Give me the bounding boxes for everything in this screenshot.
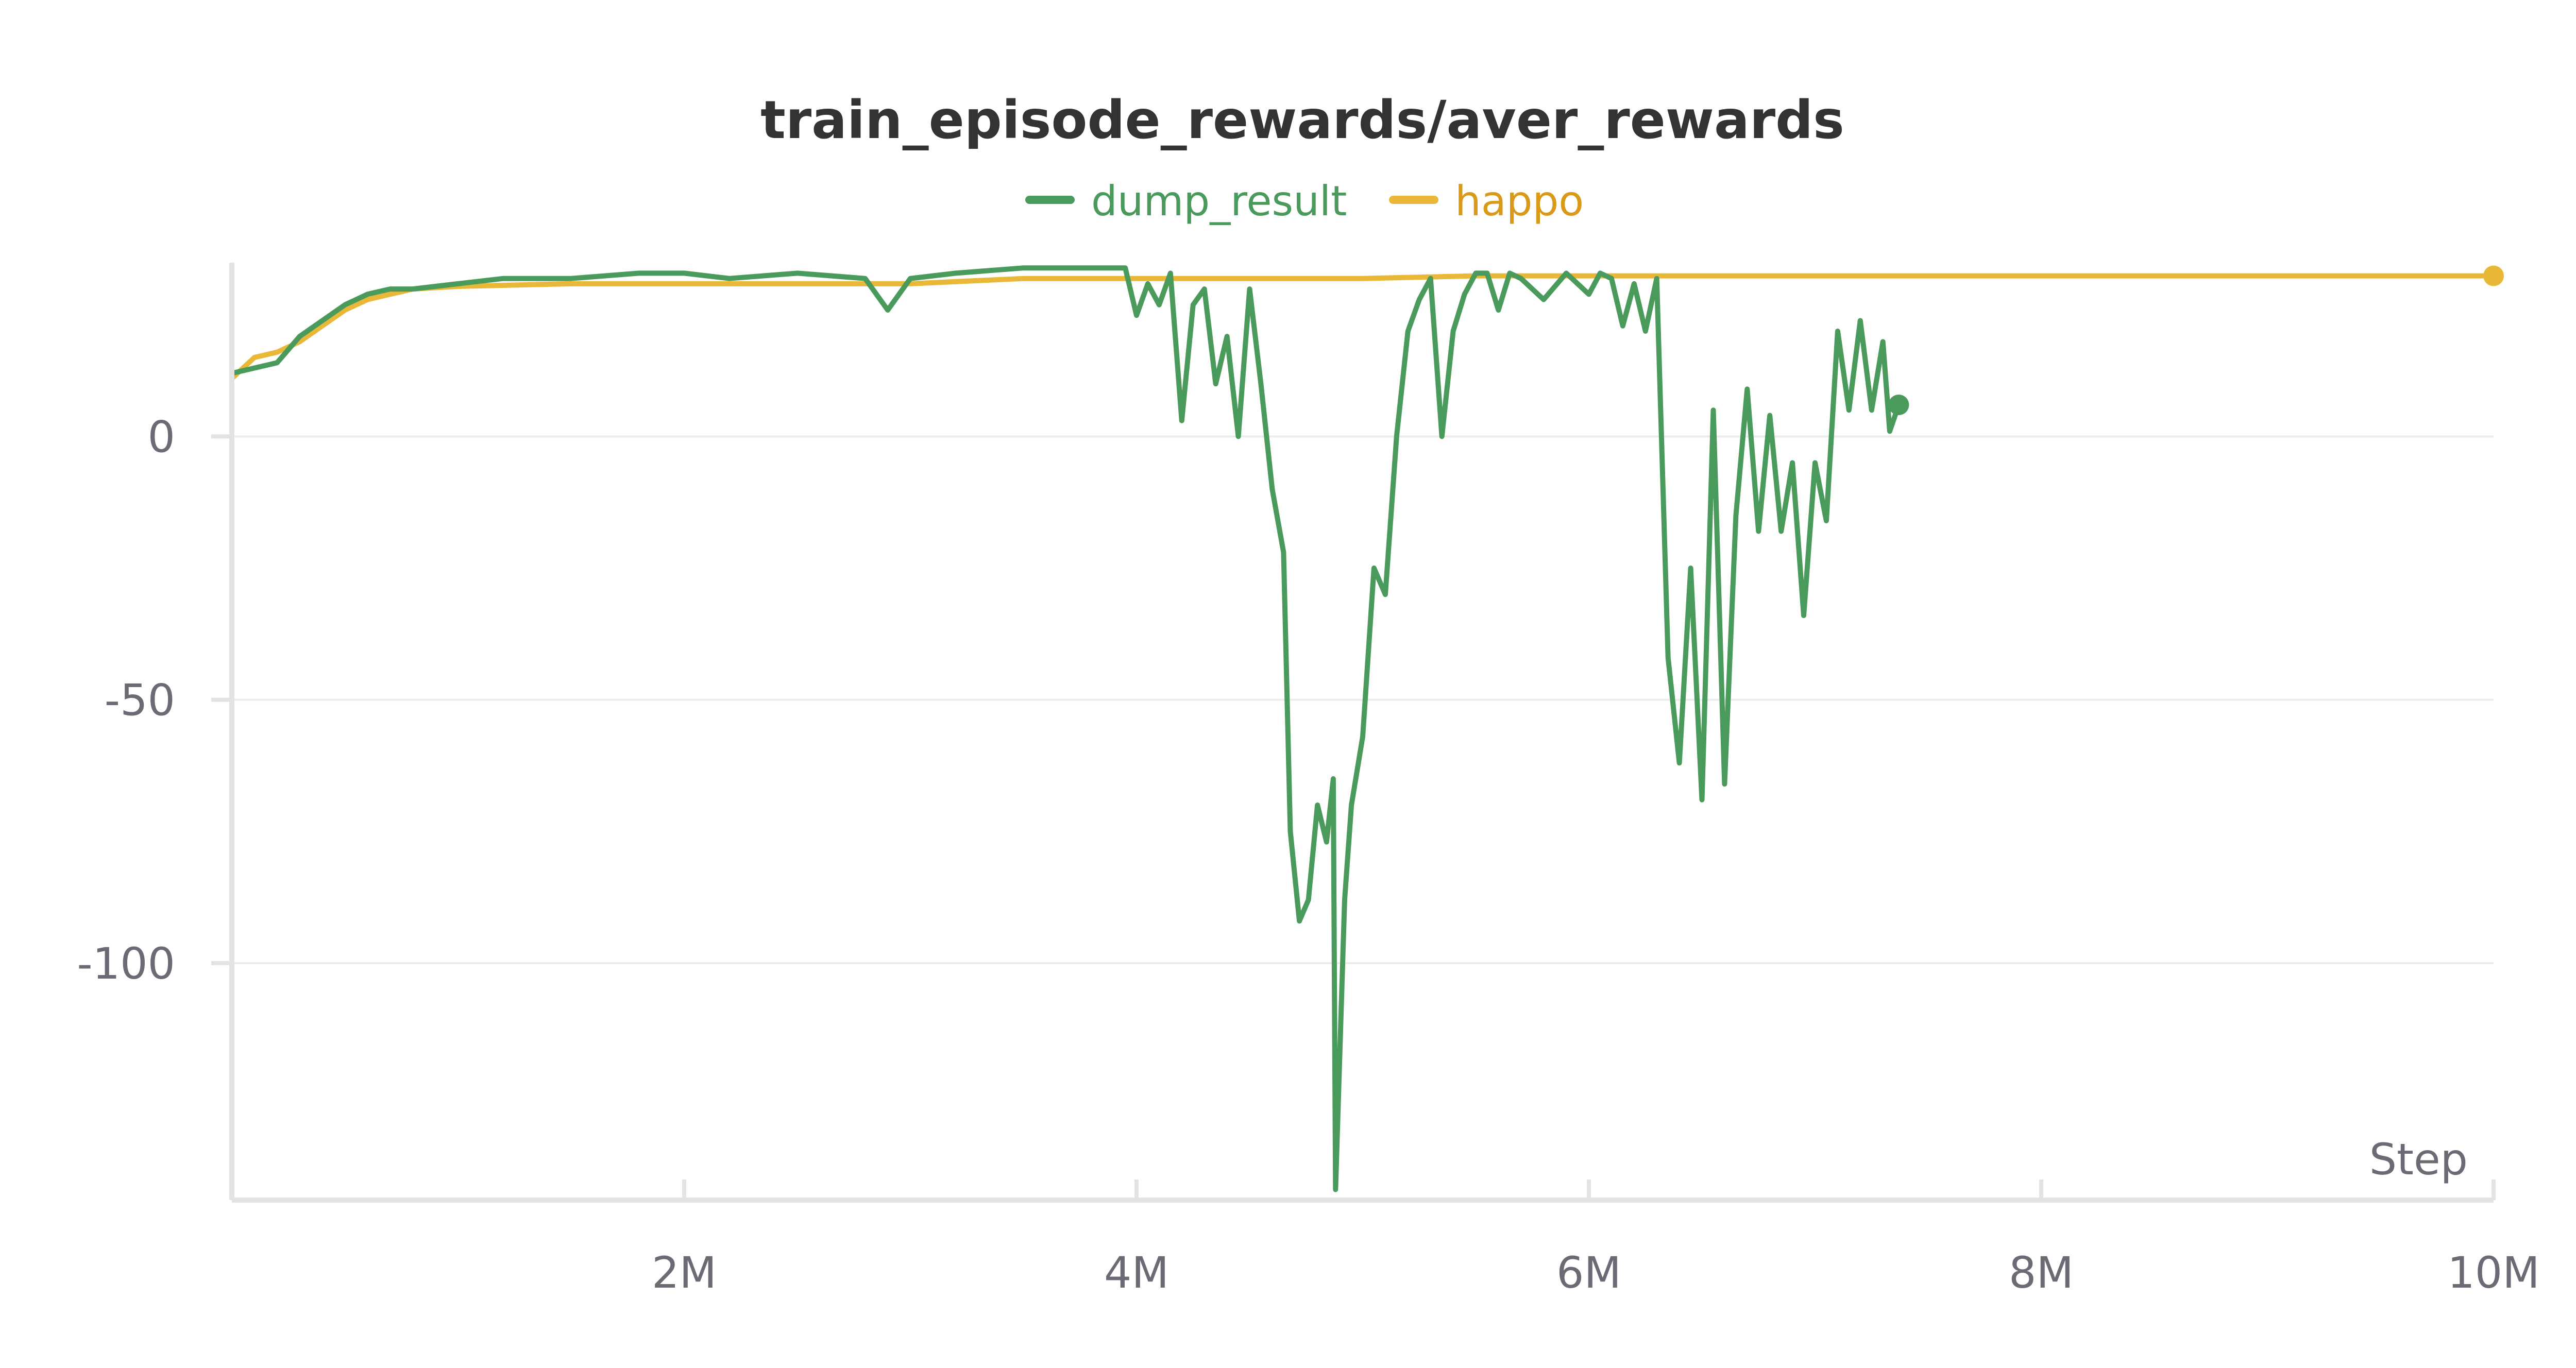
series-endpoint-dump-result (1888, 395, 1909, 416)
x-tick-label: 4M (1104, 1247, 1169, 1298)
series-layer (230, 265, 2504, 1192)
series-line-happo[interactable] (230, 273, 2494, 381)
y-axis-ticks: 0 -50 -100 (77, 412, 232, 989)
legend-label-happo: happo (1455, 177, 1584, 225)
x-tick-label: 2M (652, 1247, 717, 1298)
series-line-dump-result[interactable] (231, 265, 1902, 1192)
y-tick-label: -50 (105, 675, 175, 726)
legend[interactable]: dump_result happo (1025, 177, 1584, 225)
x-tick-label: 6M (1556, 1247, 1621, 1298)
y-tick-label: 0 (148, 412, 175, 462)
series-endpoint-happo (2483, 265, 2504, 286)
x-axis-ticks: 2M 4M 6M 8M 10M (652, 1179, 2540, 1298)
x-tick-label: 8M (2009, 1247, 2074, 1298)
x-axis-label: Step (2369, 1134, 2468, 1185)
legend-label-dump-result: dump_result (1091, 177, 1347, 225)
x-tick-label: 10M (2447, 1247, 2539, 1298)
y-tick-label: -100 (77, 938, 175, 989)
chart-title: train_episode_rewards/aver_rewards (760, 90, 1844, 151)
